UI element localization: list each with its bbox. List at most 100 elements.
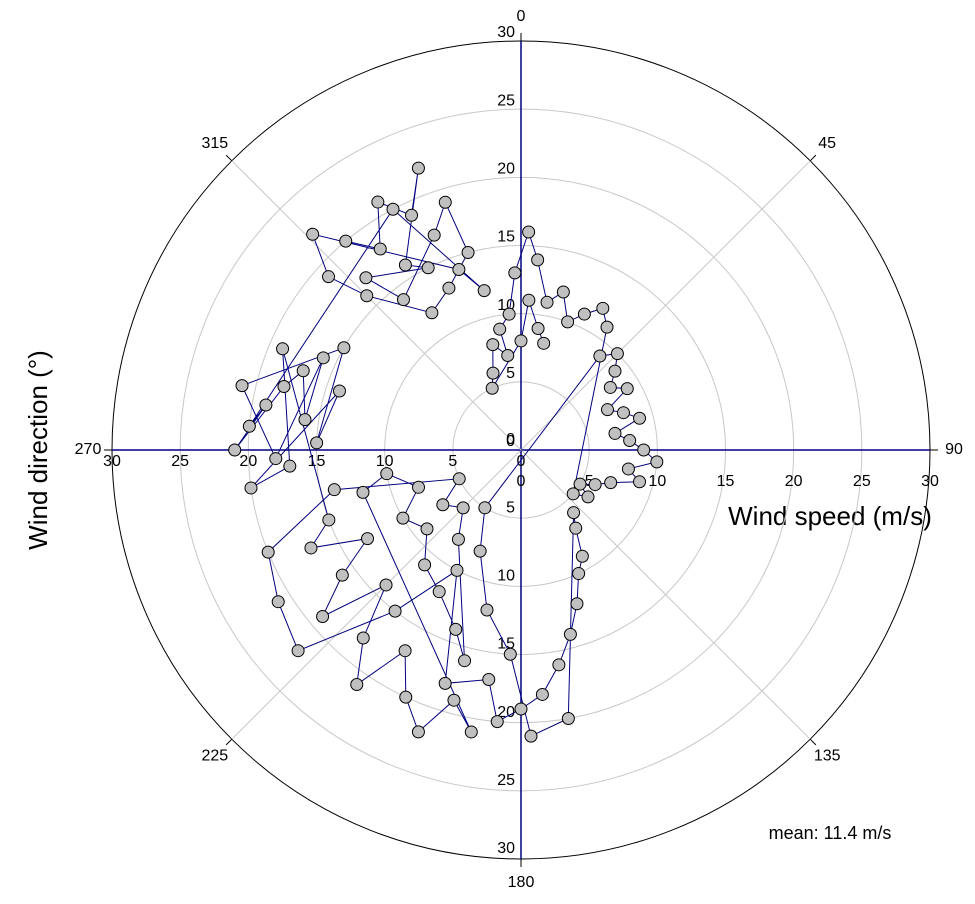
x-axis-title: Wind speed (m/s) (728, 501, 932, 531)
r-tick-label: 0 (506, 431, 515, 448)
r-tick-label: 10 (648, 473, 666, 490)
data-point (261, 545, 275, 559)
data-point (514, 334, 528, 348)
data-point (650, 455, 664, 469)
data-point (335, 568, 349, 582)
data-point (561, 712, 575, 726)
data-point (449, 622, 463, 636)
data-point (600, 320, 614, 334)
r-tick-label: 15 (717, 473, 735, 490)
r-tick-label: 0 (517, 473, 526, 490)
r-tick-label: 25 (497, 772, 515, 789)
data-point (524, 729, 538, 743)
data-point (291, 644, 305, 658)
data-point (633, 475, 647, 489)
data-point (276, 342, 290, 356)
data-point (458, 654, 472, 668)
data-point (411, 725, 425, 739)
data-point (450, 563, 464, 577)
angle-label: 225 (201, 747, 228, 764)
data-point (473, 544, 487, 558)
data-point (350, 678, 364, 692)
data-point (425, 306, 439, 320)
r-tick-label: 0 (506, 433, 515, 450)
data-point (552, 658, 566, 672)
data-point (604, 476, 618, 490)
data-point (486, 366, 500, 380)
data-point (296, 364, 310, 378)
data-point (503, 647, 517, 661)
data-point (304, 541, 318, 555)
data-point (461, 245, 475, 259)
data-point (570, 597, 584, 611)
data-point (486, 338, 500, 352)
data-point (616, 406, 630, 420)
data-point (399, 690, 413, 704)
r-tick-label: 25 (853, 473, 871, 490)
data-point (575, 549, 589, 563)
data-point (438, 195, 452, 209)
data-point (452, 263, 466, 277)
r-tick-label: 5 (448, 453, 457, 470)
grid-spoke (231, 160, 522, 451)
data-point (436, 498, 450, 512)
r-tick-label: 30 (921, 473, 939, 490)
angle-tick (225, 738, 233, 746)
data-point (593, 349, 607, 363)
data-point (531, 321, 545, 335)
r-tick-label: 25 (497, 92, 515, 109)
angle-label: 0 (517, 8, 526, 25)
data-point (477, 284, 491, 298)
data-point (228, 443, 242, 457)
data-point (427, 228, 441, 242)
data-point (244, 481, 258, 495)
data-point (277, 379, 291, 393)
angle-tick (809, 738, 817, 746)
r-tick-label: 30 (103, 453, 121, 470)
data-point (420, 522, 434, 536)
r-tick-label: 20 (785, 473, 803, 490)
data-point (537, 336, 551, 350)
data-point (485, 381, 499, 395)
data-point (514, 702, 528, 716)
data-point (271, 595, 285, 609)
angle-label: 180 (508, 874, 535, 891)
data-point (359, 271, 373, 285)
data-point (396, 293, 410, 307)
data-point (456, 501, 470, 515)
r-tick-label: 20 (497, 161, 515, 178)
data-point (608, 364, 622, 378)
data-point (493, 322, 507, 336)
data-point (361, 532, 375, 546)
data-point (373, 242, 387, 256)
angle-tick (225, 154, 233, 162)
r-tick-label: 5 (506, 499, 515, 516)
data-point (310, 436, 324, 450)
data-point (398, 258, 412, 272)
data-point (316, 351, 330, 365)
r-tick-label: 10 (376, 453, 394, 470)
angle-label: 270 (75, 441, 102, 458)
data-point (556, 285, 570, 299)
angle-label: 135 (814, 747, 841, 764)
data-point (581, 490, 595, 504)
data-point (371, 195, 385, 209)
data-point (242, 419, 256, 433)
r-tick-label: 15 (308, 453, 326, 470)
angle-label: 90 (945, 441, 963, 458)
angle-tick (809, 154, 817, 162)
data-point (386, 202, 400, 216)
data-point (508, 266, 522, 280)
data-point (259, 398, 273, 412)
data-point (322, 513, 336, 527)
angle-label: 315 (201, 135, 228, 152)
data-point (540, 295, 554, 309)
grid-spoke (231, 449, 522, 740)
data-point (588, 478, 602, 492)
data-point (603, 380, 617, 394)
data-point (610, 347, 624, 361)
r-tick-label: 15 (497, 229, 515, 246)
data-point (438, 676, 452, 690)
data-point (379, 578, 393, 592)
